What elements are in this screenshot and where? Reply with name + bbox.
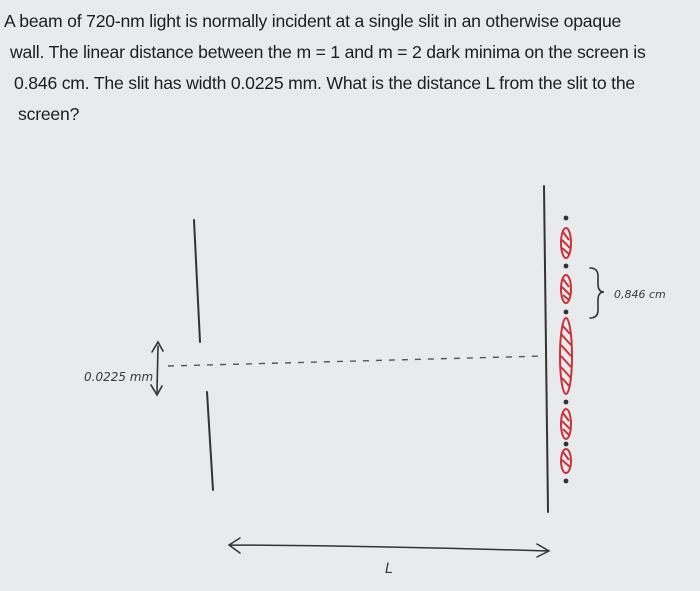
screen-line — [543, 185, 549, 513]
minima-distance-label: 0,846 cm — [614, 288, 666, 301]
question-text: A beam of 720-nm light is normally incid… — [4, 6, 698, 130]
slit-width-label: 0.0225 mm — [84, 370, 153, 384]
question-line-1: A beam of 720-nm light is normally incid… — [4, 11, 622, 31]
question-line-2: wall. The linear distance between the m … — [10, 42, 646, 62]
slit-wall-upper — [193, 219, 201, 343]
distance-label: L — [385, 561, 393, 577]
minima-brace — [589, 267, 605, 319]
fringe-pattern — [559, 215, 573, 484]
central-axis-dashed — [167, 355, 546, 367]
distance-arrow — [227, 537, 551, 558]
question-line-3: 0.846 cm. The slit has width 0.0225 mm. … — [14, 73, 635, 93]
slit-width-arrow — [150, 340, 164, 397]
question-line-4: screen? — [18, 104, 80, 124]
slit-wall-lower — [206, 391, 214, 491]
